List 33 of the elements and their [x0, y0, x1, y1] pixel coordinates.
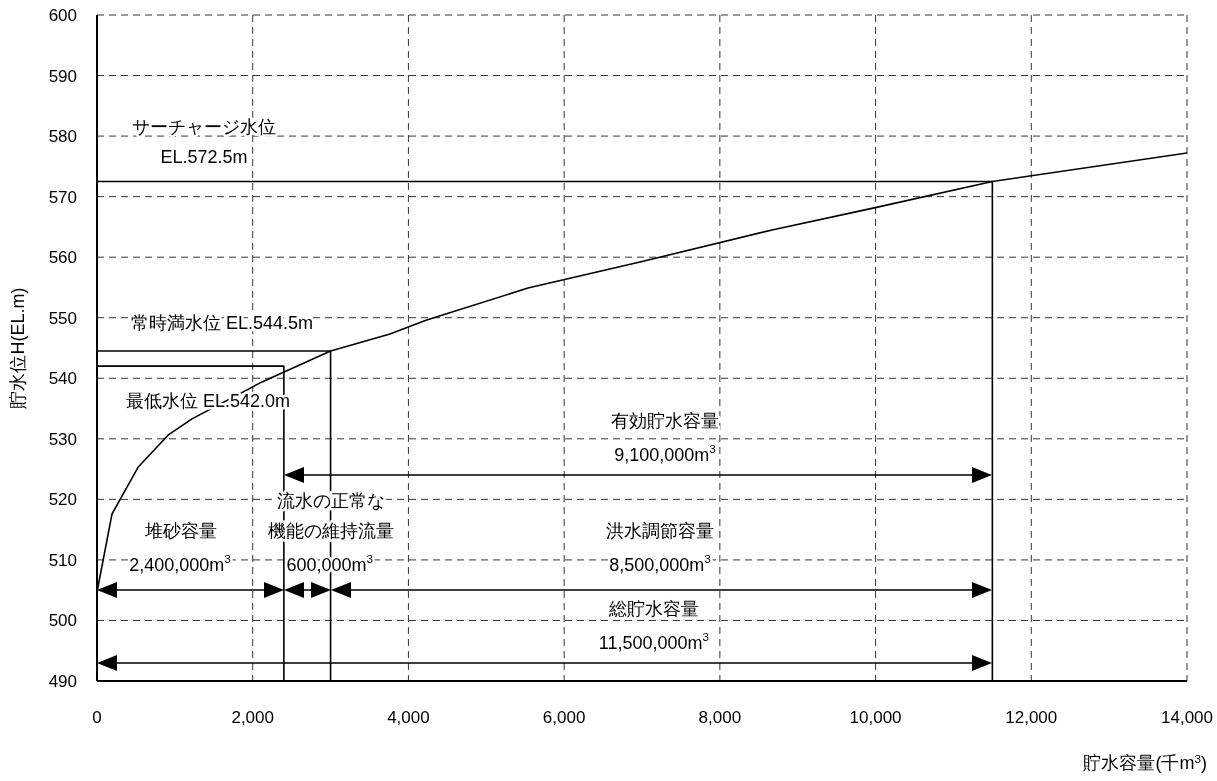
- x-tick-label: 10,000: [849, 708, 902, 728]
- annotation: 常時満水位 EL.544.5m: [130, 312, 314, 333]
- y-tick-label: 530: [48, 429, 77, 449]
- annotation: 有効貯水容量: [611, 410, 719, 431]
- y-tick-label: 500: [48, 611, 77, 631]
- annotation: 8,500,000m$^{3}$: [609, 551, 711, 575]
- annotation: 堆砂容量: [144, 520, 217, 541]
- y-tick-label: 540: [48, 369, 77, 389]
- x-axis-title: 貯水容量(千m$^{3}$): [1083, 751, 1207, 773]
- annotation: 9,100,000m$^{3}$: [614, 441, 716, 465]
- x-tick-label: 6,000: [542, 708, 586, 728]
- annotation: EL.572.5m: [160, 146, 248, 167]
- y-tick-label: 520: [48, 490, 77, 510]
- x-tick-label: 8,000: [698, 708, 742, 728]
- x-tick-label: 0: [92, 708, 102, 728]
- annotation: 総貯水容量: [608, 598, 699, 619]
- annotation: 洪水調節容量: [606, 520, 714, 541]
- y-tick-label: 570: [48, 187, 77, 207]
- x-tick-label: 2,000: [231, 708, 274, 728]
- y-axis-title: 貯水位H(EL.m): [8, 287, 28, 409]
- y-tick-label: 590: [48, 66, 77, 86]
- x-tick-label: 14,000: [1161, 708, 1213, 728]
- y-tick-label: 560: [48, 248, 77, 268]
- y-tick-label: 580: [48, 127, 77, 147]
- y-tick-label: 490: [48, 672, 77, 692]
- y-tick-label: 510: [48, 550, 77, 570]
- annotation: 11,500,000m$^{3}$: [598, 629, 710, 653]
- x-tick-label: 12,000: [1005, 708, 1058, 728]
- annotation: サーチャージ水位: [132, 116, 276, 137]
- y-tick-label: 550: [48, 308, 77, 328]
- annotation: 2,400,000m$^{3}$: [129, 551, 231, 575]
- x-tick-label: 4,000: [387, 708, 430, 728]
- y-tick-label: 600: [48, 6, 77, 26]
